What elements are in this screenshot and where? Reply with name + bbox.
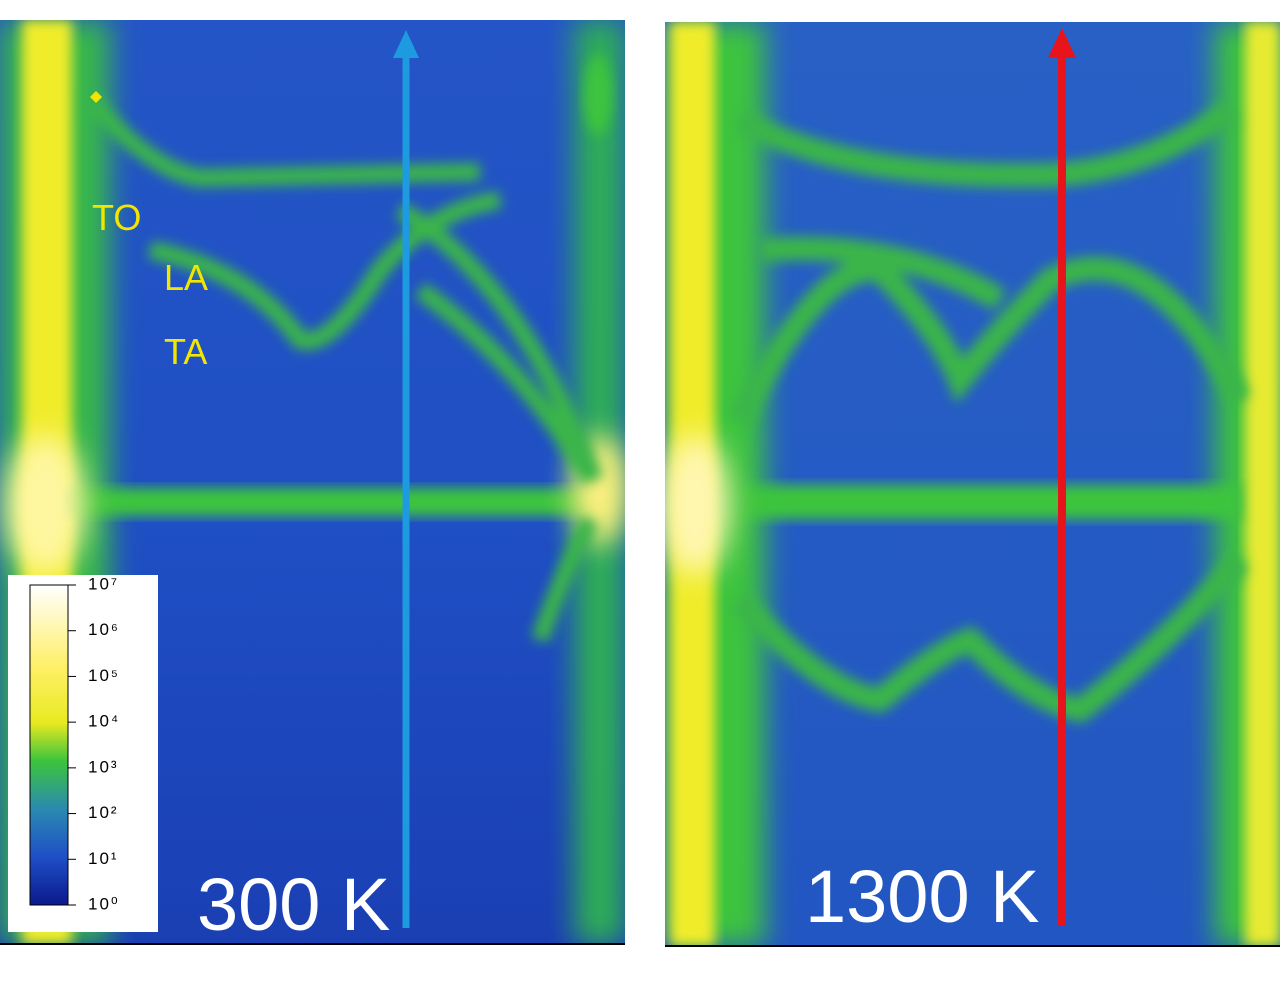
- arrow: [393, 30, 419, 58]
- colorbar-tick-label: 10²: [88, 803, 119, 822]
- marker: [90, 91, 102, 103]
- colorbar-tick-label: 10⁴: [88, 712, 120, 731]
- panel-1300k: 1300 K: [665, 22, 1280, 946]
- colorbar: [29, 584, 69, 906]
- branch-label: TO: [92, 197, 141, 238]
- colorbar-tick-label: 10⁵: [88, 666, 120, 685]
- colorbar-tick-label: 10¹: [88, 849, 119, 868]
- colorbar-tick-label: 10³: [88, 757, 119, 776]
- colorbar-tick-label: 10⁰: [88, 894, 120, 913]
- arrow: [1048, 28, 1076, 58]
- panel-label: 1300 K: [805, 855, 1040, 938]
- panel-300k: 10⁰ 10¹ 10² 10³ 10⁴ 10⁵ 10⁶ 10⁷ 300 K TO LA TA: [0, 20, 625, 946]
- branch-label: TA: [164, 331, 207, 372]
- branch-label: LA: [164, 257, 208, 298]
- colorbar-tick-label: 10⁷: [88, 574, 119, 593]
- colorbar-tick-label: 10⁶: [88, 620, 120, 639]
- panel-label: 300 K: [197, 863, 390, 946]
